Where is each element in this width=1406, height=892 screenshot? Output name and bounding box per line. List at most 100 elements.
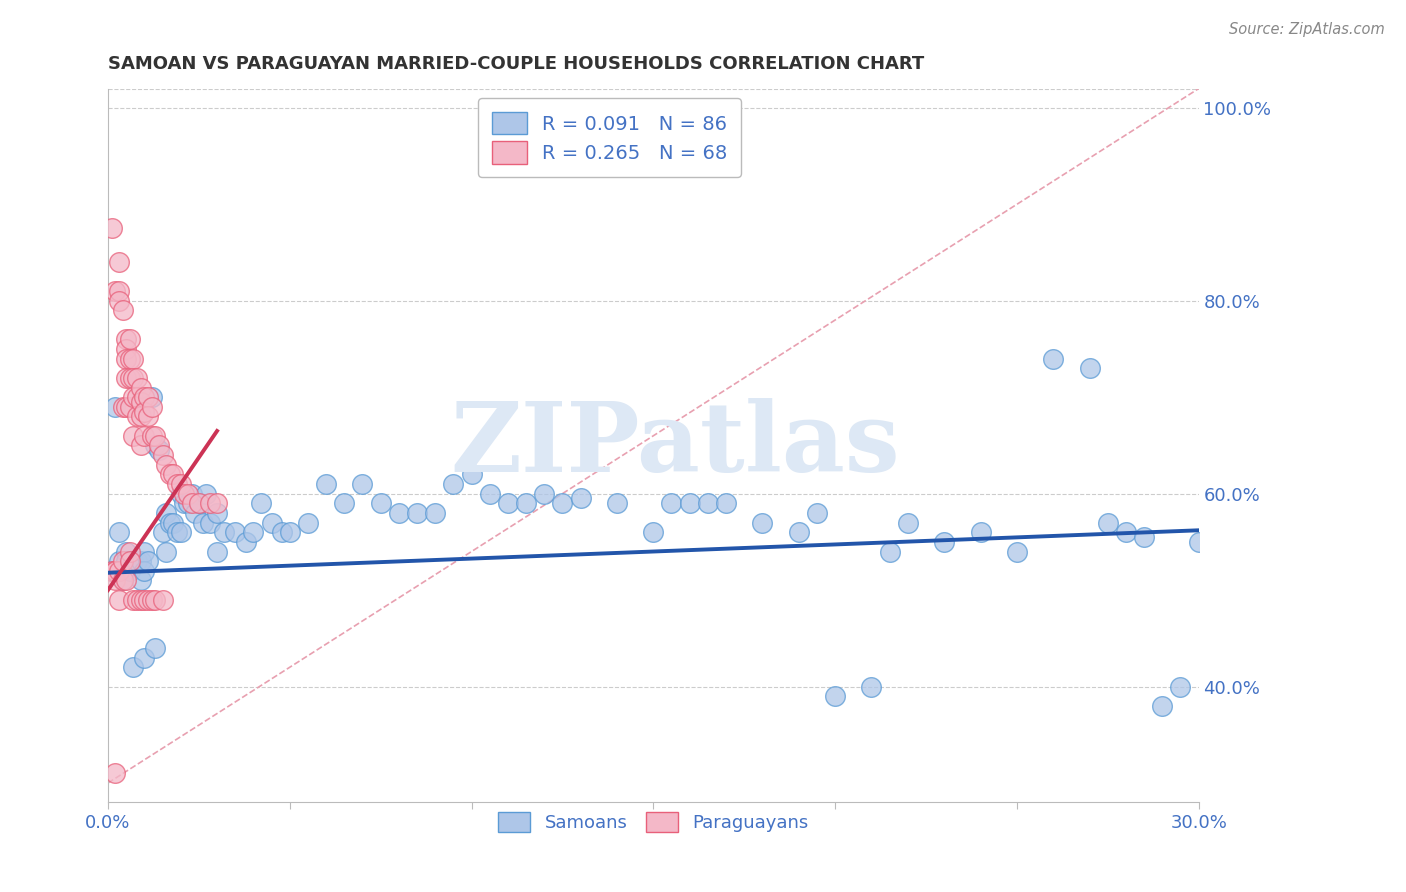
Point [271,525,294,540]
Point [122,371,145,385]
Point [551,496,574,510]
Point [129,409,152,424]
Point [100,564,122,578]
Point [134,390,156,404]
Point [173,486,195,500]
Point [104,400,127,414]
Point [100,564,122,578]
Point [198,496,221,510]
Point [143,429,166,443]
Point [170,477,193,491]
Point [111,574,134,588]
Point [824,689,846,703]
Point [173,496,195,510]
Point [134,405,156,419]
Point [143,438,166,452]
Point [425,506,447,520]
Point [278,525,301,540]
Point [897,516,920,530]
Point [205,496,228,510]
Point [569,491,592,506]
Point [118,400,141,414]
Point [125,390,148,404]
Point [806,506,828,520]
Point [141,390,163,404]
Point [108,554,131,568]
Point [118,351,141,366]
Point [115,371,138,385]
Point [141,429,163,443]
Point [143,640,166,655]
Point [159,516,181,530]
Point [104,564,127,578]
Point [180,496,202,510]
Point [1042,351,1064,366]
Point [136,592,159,607]
Point [155,544,177,558]
Point [388,506,411,520]
Point [1152,698,1174,713]
Point [714,496,737,510]
Point [141,592,163,607]
Point [122,429,145,443]
Text: Source: ZipAtlas.com: Source: ZipAtlas.com [1229,22,1385,37]
Text: ZIPatlas: ZIPatlas [450,399,900,492]
Point [1115,525,1137,540]
Point [122,660,145,674]
Text: SAMOAN VS PARAGUAYAN MARRIED-COUPLE HOUSEHOLDS CORRELATION CHART: SAMOAN VS PARAGUAYAN MARRIED-COUPLE HOUS… [108,55,924,73]
Point [118,544,141,558]
Point [879,544,901,558]
Point [118,332,141,346]
Point [515,496,537,510]
Point [205,544,228,558]
Point [134,564,156,578]
Point [162,467,184,482]
Point [214,525,236,540]
Point [129,395,152,409]
Point [122,351,145,366]
Point [129,380,152,394]
Point [129,574,152,588]
Point [643,525,665,540]
Point [111,303,134,318]
Point [115,351,138,366]
Point [108,255,131,269]
Point [787,525,810,540]
Point [1005,544,1028,558]
Point [235,534,257,549]
Point [177,486,200,500]
Point [115,574,138,588]
Point [180,486,202,500]
Point [860,680,883,694]
Point [460,467,482,482]
Point [115,332,138,346]
Point [496,496,519,510]
Point [315,477,337,491]
Point [148,443,170,458]
Point [125,371,148,385]
Point [111,554,134,568]
Point [115,342,138,356]
Point [134,592,156,607]
Point [129,592,152,607]
Point [478,486,501,500]
Point [134,429,156,443]
Point [242,525,264,540]
Point [166,525,188,540]
Point [152,592,174,607]
Point [115,400,138,414]
Point [187,496,209,510]
Point [177,496,200,510]
Point [260,516,283,530]
Point [108,564,131,578]
Point [136,390,159,404]
Point [100,221,122,235]
Point [1097,516,1119,530]
Point [115,544,138,558]
Point [187,496,209,510]
Point [115,554,138,568]
Point [136,554,159,568]
Point [533,486,555,500]
Point [195,486,218,500]
Point [934,534,956,549]
